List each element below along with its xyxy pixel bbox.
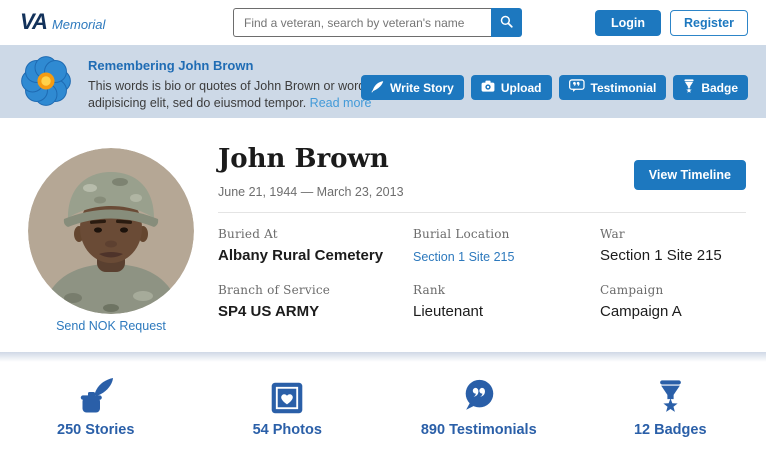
- burial-details-grid: Buried At Albany Rural Cemetery Burial L…: [218, 227, 746, 320]
- detail-value: Lieutenant: [413, 303, 484, 320]
- search-icon: [499, 14, 514, 32]
- detail-label: War: [600, 227, 625, 241]
- stat-stories[interactable]: 250 Stories: [0, 362, 192, 449]
- write-story-button[interactable]: Write Story: [361, 75, 464, 100]
- badge-button[interactable]: Badge: [673, 75, 748, 100]
- detail-value: SP4 US ARMY: [218, 303, 320, 320]
- stat-testimonials[interactable]: 890 Testimonials: [383, 362, 575, 449]
- detail-label: Burial Location: [413, 227, 510, 241]
- upload-button[interactable]: Upload: [470, 75, 552, 100]
- remembrance-banner: Remembering John Brown This words is bio…: [0, 45, 766, 118]
- ribbon-badge-icon: [683, 78, 695, 97]
- veteran-profile-section: Send NOK Request John Brown June 21, 194…: [0, 118, 766, 354]
- detail-war: War Section 1 Site 215: [600, 227, 746, 264]
- logo-va-text: VA: [20, 9, 48, 34]
- veteran-search: [233, 8, 522, 37]
- stories-count-label[interactable]: 250 Stories: [57, 422, 135, 438]
- badge-label: Badge: [701, 80, 738, 95]
- view-timeline-button[interactable]: View Timeline: [633, 160, 746, 190]
- detail-label: Rank: [413, 283, 446, 297]
- detail-value: Campaign A: [600, 303, 682, 320]
- detail-value: Section 1 Site 215: [600, 247, 722, 264]
- write-story-label: Write Story: [390, 80, 454, 95]
- burial-location-link[interactable]: Section 1 Site 215: [413, 250, 515, 264]
- detail-rank: Rank Lieutenant: [413, 283, 600, 320]
- auth-buttons: Login Register: [594, 10, 748, 36]
- stat-badges[interactable]: 12 Badges: [575, 362, 766, 449]
- register-button[interactable]: Register: [669, 10, 748, 36]
- quote-bubble-icon: [460, 375, 498, 415]
- va-memorial-logo: VA Memorial: [20, 9, 105, 35]
- logo-memorial-text: Memorial: [51, 17, 106, 32]
- upload-label: Upload: [500, 80, 542, 95]
- detail-burial-location: Burial Location Section 1 Site 215: [413, 227, 600, 264]
- quill-icon: [371, 80, 384, 96]
- banner-action-buttons: Write Story Upload: [361, 75, 748, 100]
- testimonial-button[interactable]: Testimonial: [558, 75, 667, 100]
- ribbon-badge-icon: [657, 375, 684, 415]
- section-divider-shadow: [0, 352, 766, 362]
- quill-inkpot-icon: [76, 375, 116, 415]
- banner-text: Remembering John Brown This words is bio…: [88, 58, 466, 113]
- search-input[interactable]: [233, 8, 491, 37]
- banner-title: Remembering John Brown: [88, 58, 254, 73]
- send-nok-request-link[interactable]: Send NOK Request: [56, 319, 166, 333]
- detail-label: Campaign: [600, 283, 664, 297]
- photos-count-label[interactable]: 54 Photos: [252, 422, 322, 438]
- search-button[interactable]: [491, 8, 522, 37]
- memorial-flower-icon: [20, 55, 72, 112]
- detail-campaign: Campaign Campaign A: [600, 283, 746, 320]
- login-button[interactable]: Login: [594, 10, 661, 36]
- veteran-photo: [28, 148, 194, 314]
- detail-label: Buried At: [218, 227, 278, 241]
- veteran-dates: June 21, 1944 — March 23, 2013: [218, 185, 404, 199]
- banner-bio: This words is bio or quotes of John Brow…: [88, 78, 466, 113]
- veteran-name: John Brown: [218, 144, 389, 174]
- detail-label: Branch of Service: [218, 283, 331, 297]
- detail-branch-of-service: Branch of Service SP4 US ARMY: [218, 283, 413, 320]
- camera-icon: [481, 80, 495, 95]
- detail-buried-at: Buried At Albany Rural Cemetery: [218, 227, 413, 264]
- framed-heart-icon: [270, 375, 304, 415]
- stat-photos[interactable]: 54 Photos: [192, 362, 384, 449]
- bio-text: This words is bio or quotes of John Brow…: [88, 79, 437, 111]
- read-more-link[interactable]: Read more: [309, 96, 372, 111]
- testimonial-label: Testimonial: [590, 80, 657, 95]
- details-divider: [218, 212, 746, 213]
- speech-bubble-icon: [568, 79, 585, 96]
- testimonials-count-label[interactable]: 890 Testimonials: [420, 422, 537, 438]
- memorial-stats-bar: 250 Stories 54 Photos: [0, 362, 766, 449]
- badges-count-label[interactable]: 12 Badges: [633, 422, 707, 438]
- detail-value: Albany Rural Cemetery: [218, 247, 384, 264]
